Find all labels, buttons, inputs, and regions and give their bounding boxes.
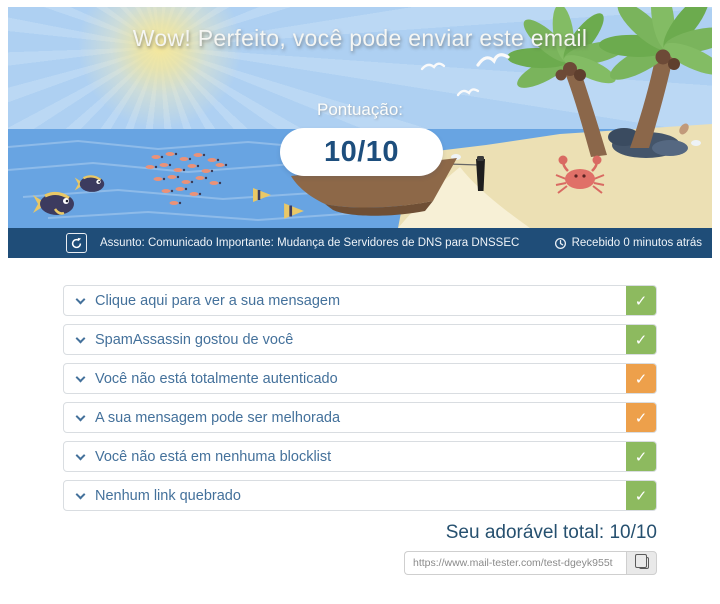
status-badge: ✓ bbox=[626, 364, 656, 393]
shell bbox=[679, 123, 689, 135]
check-icon: ✓ bbox=[634, 409, 648, 427]
chevron-down-icon bbox=[75, 450, 86, 460]
score-value: 10/10 bbox=[323, 135, 400, 168]
wet-sand bbox=[398, 167, 530, 228]
share-url-row bbox=[63, 551, 657, 575]
refresh-button[interactable] bbox=[66, 233, 87, 253]
copy-icon bbox=[634, 554, 649, 569]
score-label: Pontuação: bbox=[316, 100, 403, 119]
tropical-fish-1 bbox=[33, 191, 74, 215]
check-label: SpamAssassin gostou de você bbox=[95, 331, 294, 348]
subject-bar: Assunto: Comunicado Importante: Mudança … bbox=[8, 228, 712, 258]
fish-school bbox=[145, 152, 228, 205]
check-label: Nenhum link quebrado bbox=[95, 487, 241, 504]
checks-list: Clique aqui para ver a sua mensagem ✓ Sp… bbox=[63, 285, 657, 511]
total-score-line: Seu adorável total: 10/10 bbox=[445, 522, 657, 543]
clock-icon bbox=[554, 237, 566, 249]
chevron-down-icon bbox=[75, 489, 86, 499]
angelfish-1 bbox=[253, 188, 271, 202]
chevron-down-icon bbox=[75, 333, 86, 343]
check-icon: ✓ bbox=[634, 487, 648, 505]
status-badge: ✓ bbox=[626, 481, 656, 510]
check-row[interactable]: A sua mensagem pode ser melhorada ✓ bbox=[63, 402, 657, 433]
check-icon: ✓ bbox=[634, 448, 648, 466]
check-label: Clique aqui para ver a sua mensagem bbox=[95, 292, 341, 309]
beach-scene bbox=[8, 7, 712, 228]
status-badge: ✓ bbox=[626, 403, 656, 432]
tropical-fish-2 bbox=[74, 175, 105, 192]
chevron-down-icon bbox=[75, 411, 86, 421]
status-badge: ✓ bbox=[626, 286, 656, 315]
check-icon: ✓ bbox=[634, 331, 648, 349]
check-label: Você não está totalmente autenticado bbox=[95, 370, 338, 387]
mooring-post bbox=[476, 159, 485, 191]
check-row[interactable]: SpamAssassin gostou de você ✓ bbox=[63, 324, 657, 355]
status-badge: ✓ bbox=[626, 325, 656, 354]
chevron-down-icon bbox=[75, 294, 86, 304]
subject-text: Assunto: Comunicado Importante: Mudança … bbox=[100, 237, 520, 249]
received-text: Recebido 0 minutos atrás bbox=[571, 237, 702, 249]
angelfish-2 bbox=[284, 203, 304, 219]
seagull-icons bbox=[420, 53, 510, 97]
copy-url-button[interactable] bbox=[626, 551, 657, 575]
palm-tree-right bbox=[599, 7, 712, 148]
result-banner: Wow! Perfeito, você pode enviar este ema… bbox=[8, 7, 712, 228]
score-pill: 10/10 bbox=[280, 128, 443, 176]
check-icon: ✓ bbox=[634, 370, 648, 388]
refresh-icon bbox=[71, 237, 82, 248]
check-row[interactable]: Você não está totalmente autenticado ✓ bbox=[63, 363, 657, 394]
page-title: Wow! Perfeito, você pode enviar este ema… bbox=[132, 25, 588, 51]
crab bbox=[555, 155, 605, 194]
share-url-input[interactable] bbox=[404, 551, 626, 575]
check-row[interactable]: Clique aqui para ver a sua mensagem ✓ bbox=[63, 285, 657, 316]
check-label: A sua mensagem pode ser melhorada bbox=[95, 409, 341, 426]
received-status: Recebido 0 minutos atrás bbox=[554, 237, 702, 250]
chevron-down-icon bbox=[75, 372, 86, 382]
check-icon: ✓ bbox=[634, 292, 648, 310]
check-row[interactable]: Você não está em nenhuma blocklist ✓ bbox=[63, 441, 657, 472]
status-badge: ✓ bbox=[626, 442, 656, 471]
check-label: Você não está em nenhuma blocklist bbox=[95, 448, 332, 465]
check-row[interactable]: Nenhum link quebrado ✓ bbox=[63, 480, 657, 511]
